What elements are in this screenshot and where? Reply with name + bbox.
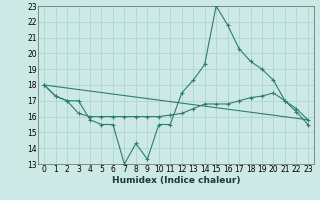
X-axis label: Humidex (Indice chaleur): Humidex (Indice chaleur) [112, 176, 240, 185]
